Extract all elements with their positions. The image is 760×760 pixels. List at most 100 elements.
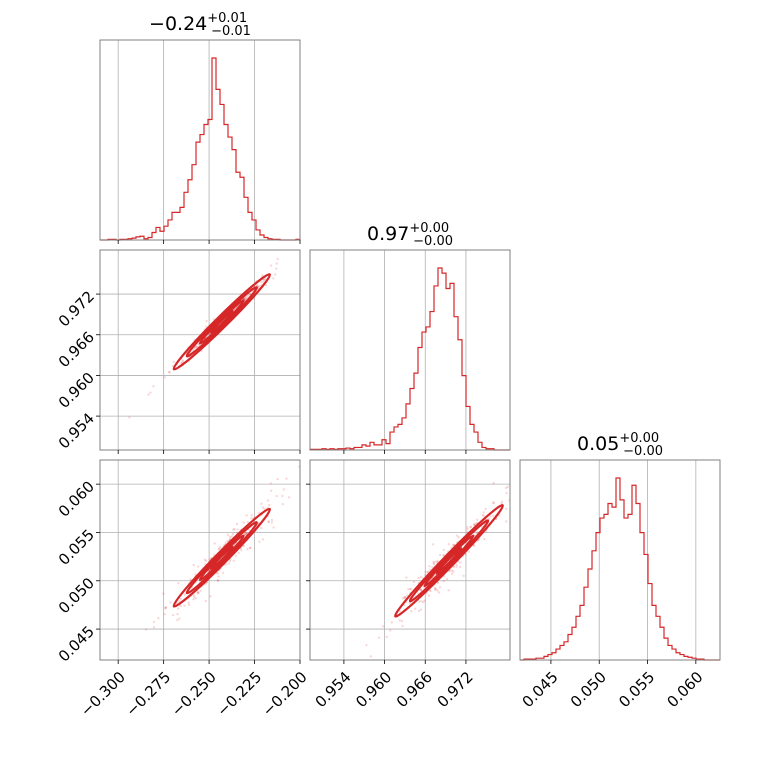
sample-point — [270, 518, 274, 522]
sample-point — [261, 274, 264, 277]
sample-point — [504, 520, 508, 523]
sample-point — [169, 601, 172, 604]
sample-point — [539, 469, 541, 471]
sample-point — [262, 278, 265, 282]
sample-point — [432, 562, 436, 565]
sample-point — [197, 591, 200, 594]
sample-point — [227, 562, 231, 565]
sample-point — [217, 547, 221, 550]
sample-point — [401, 624, 404, 628]
density-contour — [209, 309, 234, 334]
sample-point — [442, 548, 446, 552]
title-minus: −0.00 — [413, 234, 453, 249]
sample-point — [213, 542, 216, 545]
sample-point — [181, 359, 184, 362]
sample-point — [427, 594, 431, 597]
joint-samples — [144, 465, 305, 631]
axes-frame — [309, 249, 511, 451]
sample-point — [196, 591, 200, 594]
sample-point — [484, 507, 487, 511]
sample-point — [404, 595, 407, 599]
sample-point — [285, 477, 288, 480]
sample-point — [267, 520, 271, 524]
sample-point — [432, 563, 436, 566]
sample-point — [269, 264, 273, 267]
sample-point — [196, 592, 199, 595]
sample-point — [203, 558, 207, 561]
sample-point — [452, 565, 455, 569]
sample-point — [260, 526, 263, 530]
sample-point — [257, 284, 261, 288]
joint-samples — [365, 469, 541, 658]
sample-point — [303, 468, 305, 470]
sample-point — [413, 607, 417, 610]
x-tick-label: −0.275 — [122, 668, 174, 720]
sample-point — [192, 595, 196, 598]
sample-point — [226, 539, 229, 543]
sample-point — [492, 481, 495, 485]
sample-point — [152, 620, 156, 624]
y-tick-label: 0.060 — [55, 477, 98, 520]
sample-point — [149, 391, 152, 394]
sample-point — [472, 544, 476, 547]
sample-point — [436, 559, 439, 563]
sample-point — [400, 619, 404, 623]
sample-point — [451, 544, 455, 547]
sample-point — [233, 527, 236, 531]
sample-point — [426, 570, 430, 573]
sample-point — [513, 505, 515, 507]
sample-point — [177, 607, 180, 610]
title-value: −0.24 — [149, 13, 207, 35]
sample-point — [489, 515, 492, 518]
sample-point — [245, 532, 248, 535]
sample-point — [437, 591, 441, 594]
sample-point — [405, 576, 408, 579]
histogram-0 — [100, 57, 301, 241]
sample-point — [245, 297, 248, 300]
sample-point — [506, 485, 509, 489]
sample-point — [218, 545, 222, 549]
sample-point — [419, 588, 423, 591]
sample-point — [487, 517, 491, 520]
sample-point — [216, 572, 219, 575]
sample-point — [526, 496, 528, 498]
sample-point — [434, 560, 437, 563]
density-contour — [435, 547, 463, 575]
sample-point — [243, 532, 247, 535]
sample-point — [176, 618, 179, 622]
sample-point — [452, 543, 456, 546]
x-tick-label: 0.055 — [615, 668, 658, 711]
title-minus: −0.01 — [211, 24, 251, 39]
sample-point — [194, 596, 197, 600]
sample-point — [448, 570, 451, 573]
x-tick-label: −0.225 — [213, 668, 265, 720]
sample-point — [390, 621, 393, 624]
axes-frame — [309, 459, 511, 661]
sample-point — [389, 629, 392, 632]
sample-point — [195, 345, 199, 349]
title-value: 0.05 — [577, 433, 619, 455]
sample-point — [504, 486, 508, 490]
sample-point — [229, 535, 232, 539]
sample-point — [230, 535, 233, 538]
sample-point — [275, 267, 278, 270]
sample-point — [422, 601, 425, 604]
sample-point — [177, 582, 180, 585]
sample-point — [369, 655, 373, 658]
sample-point — [260, 502, 263, 505]
hist-panel-0: −0.24+0.01 −0.01 — [99, 11, 301, 244]
sample-point — [431, 566, 434, 569]
x-tick-label: 0.954 — [312, 668, 355, 711]
sample-point — [217, 575, 220, 578]
sample-point — [420, 600, 423, 603]
sample-point — [481, 513, 484, 517]
sample-point — [482, 514, 485, 518]
sample-point — [412, 580, 416, 584]
sample-point — [419, 575, 423, 579]
sample-point — [274, 273, 277, 276]
sample-point — [152, 385, 155, 388]
sample-point — [164, 606, 168, 609]
title-minus: −0.00 — [623, 444, 663, 459]
sample-point — [235, 522, 239, 526]
sample-point — [217, 547, 220, 551]
